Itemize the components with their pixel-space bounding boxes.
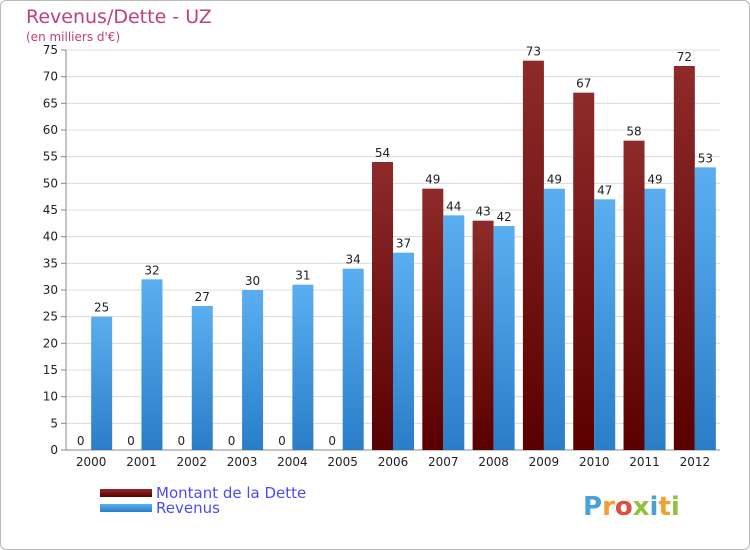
bar-debt [623, 140, 645, 450]
x-tick-label: 2010 [579, 455, 610, 469]
bar-debt [472, 220, 494, 450]
data-label: 73 [526, 45, 541, 59]
x-tick-label: 2012 [680, 455, 711, 469]
data-label: 43 [475, 205, 490, 219]
data-label: 0 [228, 434, 236, 448]
logo-letter: t [658, 492, 670, 522]
data-label: 72 [677, 50, 692, 64]
y-tick-label: 5 [50, 416, 58, 430]
data-label: 32 [144, 263, 159, 277]
bar-debt [573, 92, 595, 451]
x-tick-label: 2006 [378, 455, 409, 469]
y-tick-label: 45 [43, 203, 58, 217]
data-label: 0 [127, 434, 135, 448]
y-tick-label: 55 [43, 150, 58, 164]
data-label: 53 [698, 151, 713, 165]
y-axis: 0 5 10 15 20 25 30 35 40 45 50 55 60 65 70 75 [43, 43, 720, 457]
logo-letter: i [650, 492, 659, 522]
y-tick-label: 15 [43, 363, 58, 377]
data-label: 49 [425, 173, 440, 187]
bar-revenus [342, 268, 364, 450]
x-tick-label: 2008 [478, 455, 509, 469]
legend-label: Revenus [156, 499, 220, 517]
data-label: 42 [496, 210, 511, 224]
data-label: 0 [77, 434, 85, 448]
bar-revenus [543, 188, 565, 450]
legend-label: Montant de la Dette [156, 484, 306, 502]
data-label: 0 [278, 434, 286, 448]
data-label: 25 [94, 301, 109, 315]
bar-debt [372, 162, 393, 450]
x-tick-label: 2004 [277, 455, 308, 469]
bar-revenus [694, 167, 716, 451]
x-tick-label: 2011 [629, 455, 660, 469]
chart-subtitle: (en milliers d'€) [26, 30, 120, 44]
data-label: 49 [647, 173, 662, 187]
bar-revenus [644, 188, 666, 450]
legend-swatch [100, 504, 152, 512]
y-tick-label: 30 [43, 283, 58, 297]
y-tick-label: 25 [43, 310, 58, 324]
logo-letter: P [583, 492, 602, 522]
data-label: 30 [245, 274, 260, 288]
bar-debt [422, 188, 444, 450]
data-label: 67 [576, 77, 591, 91]
x-tick-label: 2003 [227, 455, 258, 469]
logo-letter: x [633, 492, 650, 522]
y-tick-label: 40 [43, 230, 58, 244]
data-label: 27 [195, 290, 210, 304]
data-label: 0 [177, 434, 185, 448]
data-label: 44 [446, 199, 461, 213]
data-label: 0 [328, 434, 336, 448]
x-tick-label: 2009 [529, 455, 560, 469]
bar-revenus [191, 306, 213, 450]
data-label: 54 [375, 146, 390, 160]
chart-title: Revenus/Dette - UZ [26, 6, 212, 28]
data-label: 34 [346, 253, 361, 267]
y-tick-label: 20 [43, 336, 58, 350]
bar-revenus [141, 279, 163, 450]
y-tick-label: 75 [43, 43, 58, 57]
y-tick-label: 0 [50, 443, 58, 457]
bar-revenus [443, 215, 465, 450]
x-tick-label: 2005 [327, 455, 358, 469]
data-label: 49 [547, 173, 562, 187]
y-tick-label: 35 [43, 256, 58, 270]
bar-revenus [292, 284, 314, 450]
data-label: 37 [396, 237, 411, 251]
x-tick-label: 2002 [176, 455, 207, 469]
x-tick-label: 2001 [126, 455, 157, 469]
x-tick-label: 2000 [76, 455, 107, 469]
bar-debt [522, 60, 544, 451]
bar-revenus [493, 226, 515, 450]
y-tick-label: 10 [43, 390, 58, 404]
y-tick-label: 65 [43, 96, 58, 110]
x-tick-label: 2007 [428, 455, 459, 469]
bar-revenus [91, 316, 113, 450]
logo-letter: o [615, 492, 633, 522]
bars: 0 25 0 32 0 27 0 30 0 31 0 34 54 37 49 44 43 42 73 49 67 47 58… [77, 45, 716, 451]
y-tick-label: 50 [43, 176, 58, 190]
proxiti-logo: Proxiti [583, 492, 680, 522]
x-axis: 2000 2001 2002 2003 2004 2005 2006 2007 2008 2009… [76, 455, 710, 469]
y-tick-label: 60 [43, 123, 58, 137]
bar-debt [673, 66, 695, 450]
data-label: 58 [626, 125, 641, 139]
bar-revenus [393, 252, 414, 450]
data-label: 47 [597, 183, 612, 197]
logo-letter: i [671, 492, 680, 522]
y-tick-label: 70 [43, 70, 58, 84]
legend-swatch [100, 489, 152, 497]
data-label: 31 [295, 269, 310, 283]
bar-revenus [594, 199, 616, 450]
bar-revenus [242, 290, 264, 450]
logo-letter: r [602, 492, 615, 522]
